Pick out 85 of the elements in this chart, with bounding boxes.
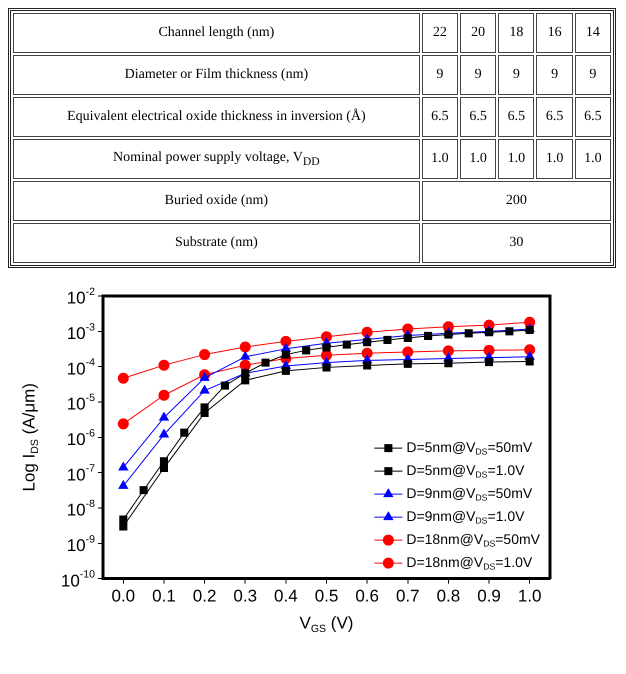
x-tick-label: 0.0	[112, 586, 136, 606]
data-label: 1.0	[498, 139, 534, 179]
point	[118, 418, 129, 430]
data-label: 1.0	[422, 139, 458, 179]
data-label: 30	[422, 223, 611, 263]
point	[404, 360, 412, 368]
data-label: 200	[422, 181, 611, 221]
point	[160, 464, 168, 472]
data-label: 9	[574, 55, 611, 95]
point	[505, 327, 514, 336]
data-label: 6.5	[536, 97, 573, 137]
x-tick-label: 18	[498, 13, 534, 53]
y-tick-label: Diameter or Film thickness (nm)	[13, 55, 420, 95]
point	[240, 351, 250, 360]
x-tick-label: 0.8	[436, 586, 460, 606]
y-tick-label: Nominal power supply voltage, V$_{DD}$	[13, 139, 420, 179]
point	[363, 361, 372, 370]
point	[444, 330, 452, 339]
point	[158, 360, 170, 371]
data-label: 9	[422, 55, 458, 95]
point	[383, 336, 392, 344]
point	[444, 359, 452, 368]
point	[140, 486, 148, 494]
point	[262, 358, 270, 367]
point	[485, 358, 494, 366]
point	[363, 338, 372, 346]
point	[322, 343, 331, 352]
point	[180, 428, 188, 437]
data-label: 6.5	[422, 97, 458, 137]
point	[200, 385, 210, 394]
x-tick-label: 0.6	[355, 586, 379, 606]
x-tick-label: 0.5	[314, 586, 338, 606]
point	[158, 390, 170, 401]
y-axis-title: Log IDS (A/μm)	[20, 383, 41, 492]
x-axis-title: Channel length (nm)	[13, 13, 420, 53]
point	[442, 345, 454, 356]
point	[282, 366, 290, 375]
data-label: 6.5	[574, 97, 611, 137]
point	[119, 522, 128, 530]
point	[526, 357, 534, 366]
point	[118, 372, 129, 384]
data-label: 6.5	[460, 97, 496, 137]
point	[282, 350, 290, 359]
x-tick-label: 0.7	[396, 586, 420, 606]
x-tick-label: 0.4	[274, 586, 298, 606]
y-tick-label: Buried oxide (nm)	[13, 181, 420, 221]
point	[362, 348, 373, 359]
point	[241, 376, 250, 384]
data-label: 1.0	[460, 139, 496, 179]
point	[280, 336, 292, 347]
x-tick-label: 0.9	[477, 586, 501, 606]
point	[118, 462, 128, 470]
data-label: 9	[536, 55, 573, 95]
x-tick-label: 14	[574, 13, 611, 53]
data-label: 1.0	[536, 139, 573, 179]
y-tick-label: Equivalent electrical oxide thickness in inversion (Å)	[13, 97, 420, 137]
point	[220, 382, 229, 390]
point	[402, 346, 414, 358]
x-tick-label: 0.3	[233, 586, 258, 606]
point	[118, 480, 128, 489]
point	[404, 334, 412, 342]
x-tick-label: 20	[460, 13, 496, 53]
point	[302, 346, 310, 354]
point	[464, 329, 473, 338]
point	[526, 326, 534, 334]
point	[200, 372, 210, 381]
x-tick-label: 22	[422, 13, 458, 53]
data-label: 1.0	[574, 139, 611, 179]
x-tick-label: 0.1	[152, 586, 176, 606]
x-tick-label: 16	[536, 13, 573, 53]
point	[200, 408, 209, 417]
point	[342, 340, 351, 349]
data-label: 9	[460, 55, 496, 95]
data-label: 9	[498, 55, 534, 95]
x-tick-label: 1.0	[518, 586, 542, 606]
point	[159, 412, 169, 421]
point	[424, 332, 432, 340]
x-tick-label: 0.2	[192, 586, 216, 606]
point	[199, 349, 210, 360]
data-label: 6.5	[498, 97, 534, 137]
point	[159, 429, 169, 438]
point	[240, 342, 251, 352]
point	[322, 363, 331, 372]
point	[485, 328, 494, 336]
y-tick-label: Substrate (nm)	[13, 223, 420, 263]
